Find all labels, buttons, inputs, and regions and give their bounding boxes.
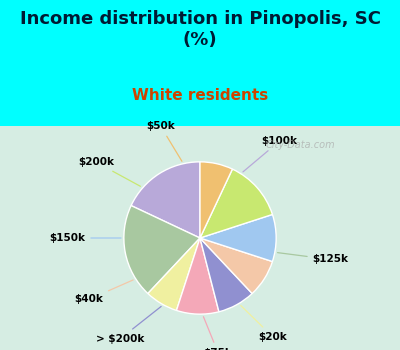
Text: $100k: $100k [243, 136, 298, 172]
Text: White residents: White residents [132, 88, 268, 103]
Wedge shape [176, 238, 219, 314]
Text: $75k: $75k [204, 317, 232, 350]
Text: City-Data.com: City-Data.com [265, 140, 335, 150]
Wedge shape [200, 238, 272, 294]
Text: $50k: $50k [146, 121, 182, 161]
Text: > $200k: > $200k [96, 307, 161, 343]
Wedge shape [200, 162, 232, 238]
Text: $200k: $200k [78, 157, 140, 186]
Wedge shape [200, 238, 252, 312]
Text: $150k: $150k [49, 233, 121, 243]
Wedge shape [200, 215, 276, 261]
Text: $20k: $20k [241, 306, 287, 342]
Wedge shape [124, 205, 200, 294]
Wedge shape [200, 169, 272, 238]
Wedge shape [131, 162, 200, 238]
Text: Income distribution in Pinopolis, SC
(%): Income distribution in Pinopolis, SC (%) [20, 10, 380, 49]
Wedge shape [148, 238, 200, 310]
Text: $40k: $40k [74, 280, 133, 304]
Text: $125k: $125k [278, 253, 349, 265]
